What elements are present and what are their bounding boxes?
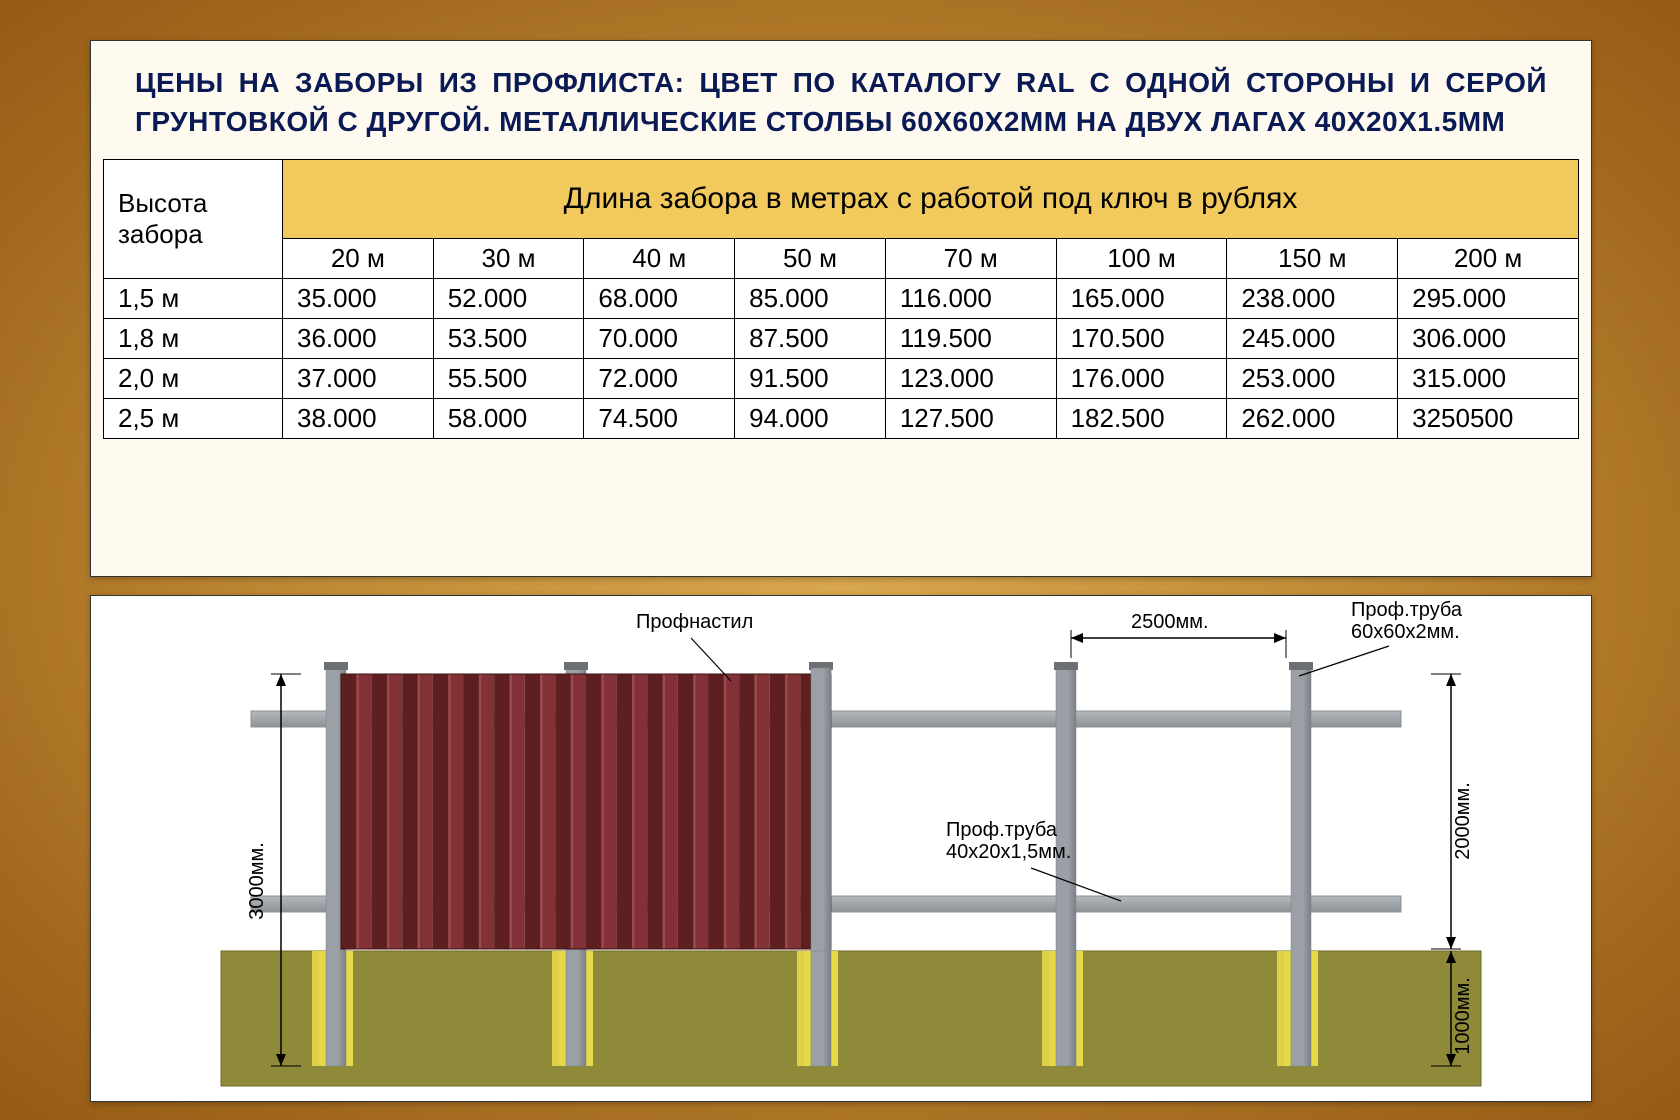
length-header: 70 м bbox=[885, 239, 1056, 279]
page-title: Цены на заборы из профлиста: цвет по кат… bbox=[91, 41, 1591, 159]
length-header: 150 м bbox=[1227, 239, 1398, 279]
price-cell: 58.000 bbox=[433, 399, 584, 439]
price-cell: 37.000 bbox=[283, 359, 434, 399]
price-cell: 253.000 bbox=[1227, 359, 1398, 399]
height-cell: 1,8 м bbox=[104, 319, 283, 359]
banner-header: Длина забора в метрах с работой под ключ… bbox=[283, 160, 1579, 239]
table-row: 2,5 м38.00058.00074.50094.000127.500182.… bbox=[104, 399, 1579, 439]
price-cell: 165.000 bbox=[1056, 279, 1227, 319]
price-cell: 68.000 bbox=[584, 279, 735, 319]
price-cell: 70.000 bbox=[584, 319, 735, 359]
price-cell: 116.000 bbox=[885, 279, 1056, 319]
height-cell: 2,5 м bbox=[104, 399, 283, 439]
price-cell: 35.000 bbox=[283, 279, 434, 319]
svg-text:2500мм.: 2500мм. bbox=[1131, 611, 1209, 633]
fence-diagram: 2500мм.ПрофнастилПроф.труба60х60х2мм.Про… bbox=[90, 595, 1592, 1102]
price-cell: 38.000 bbox=[283, 399, 434, 439]
price-cell: 85.000 bbox=[735, 279, 886, 319]
price-cell: 72.000 bbox=[584, 359, 735, 399]
table-row: 2,0 м37.00055.50072.00091.500123.000176.… bbox=[104, 359, 1579, 399]
svg-text:Проф.труба: Проф.труба bbox=[1351, 599, 1463, 621]
price-cell: 94.000 bbox=[735, 399, 886, 439]
price-cell: 91.500 bbox=[735, 359, 886, 399]
length-header: 200 м bbox=[1398, 239, 1579, 279]
price-cell: 127.500 bbox=[885, 399, 1056, 439]
price-cell: 36.000 bbox=[283, 319, 434, 359]
svg-text:3000мм.: 3000мм. bbox=[246, 842, 268, 920]
svg-text:Проф.труба: Проф.труба bbox=[946, 819, 1058, 841]
height-cell: 2,0 м bbox=[104, 359, 283, 399]
length-header: 40 м bbox=[584, 239, 735, 279]
price-cell: 3250500 bbox=[1398, 399, 1579, 439]
price-cell: 245.000 bbox=[1227, 319, 1398, 359]
lengths-row: 20 м30 м40 м50 м70 м100 м150 м200 м bbox=[104, 239, 1579, 279]
table-row: 1,8 м36.00053.50070.00087.500119.500170.… bbox=[104, 319, 1579, 359]
svg-text:2000мм.: 2000мм. bbox=[1452, 782, 1474, 860]
table-row: 1,5 м35.00052.00068.00085.000116.000165.… bbox=[104, 279, 1579, 319]
height-cell: 1,5 м bbox=[104, 279, 283, 319]
price-cell: 182.500 bbox=[1056, 399, 1227, 439]
row-label-header: Высота забора bbox=[104, 160, 283, 279]
price-cell: 123.000 bbox=[885, 359, 1056, 399]
price-cell: 295.000 bbox=[1398, 279, 1579, 319]
price-cell: 53.500 bbox=[433, 319, 584, 359]
price-cell: 55.500 bbox=[433, 359, 584, 399]
price-cell: 52.000 bbox=[433, 279, 584, 319]
length-header: 20 м bbox=[283, 239, 434, 279]
price-card: Цены на заборы из профлиста: цвет по кат… bbox=[90, 40, 1592, 577]
length-header: 30 м bbox=[433, 239, 584, 279]
fence-svg: 2500мм.ПрофнастилПроф.труба60х60х2мм.Про… bbox=[91, 596, 1591, 1101]
price-table: Высота забора Длина забора в метрах с ра… bbox=[103, 159, 1579, 439]
svg-text:Профнастил: Профнастил bbox=[636, 611, 753, 633]
price-cell: 170.500 bbox=[1056, 319, 1227, 359]
svg-text:60х60х2мм.: 60х60х2мм. bbox=[1351, 621, 1460, 643]
svg-text:40х20х1,5мм.: 40х20х1,5мм. bbox=[946, 841, 1071, 863]
price-cell: 315.000 bbox=[1398, 359, 1579, 399]
price-cell: 262.000 bbox=[1227, 399, 1398, 439]
price-cell: 74.500 bbox=[584, 399, 735, 439]
price-cell: 306.000 bbox=[1398, 319, 1579, 359]
svg-text:1000мм.: 1000мм. bbox=[1452, 977, 1474, 1055]
length-header: 100 м bbox=[1056, 239, 1227, 279]
price-cell: 119.500 bbox=[885, 319, 1056, 359]
price-cell: 238.000 bbox=[1227, 279, 1398, 319]
length-header: 50 м bbox=[735, 239, 886, 279]
price-cell: 176.000 bbox=[1056, 359, 1227, 399]
price-cell: 87.500 bbox=[735, 319, 886, 359]
